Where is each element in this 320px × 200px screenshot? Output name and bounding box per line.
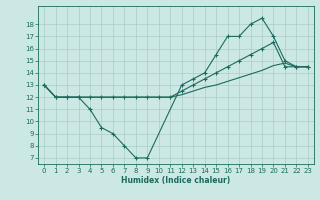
X-axis label: Humidex (Indice chaleur): Humidex (Indice chaleur) xyxy=(121,176,231,185)
